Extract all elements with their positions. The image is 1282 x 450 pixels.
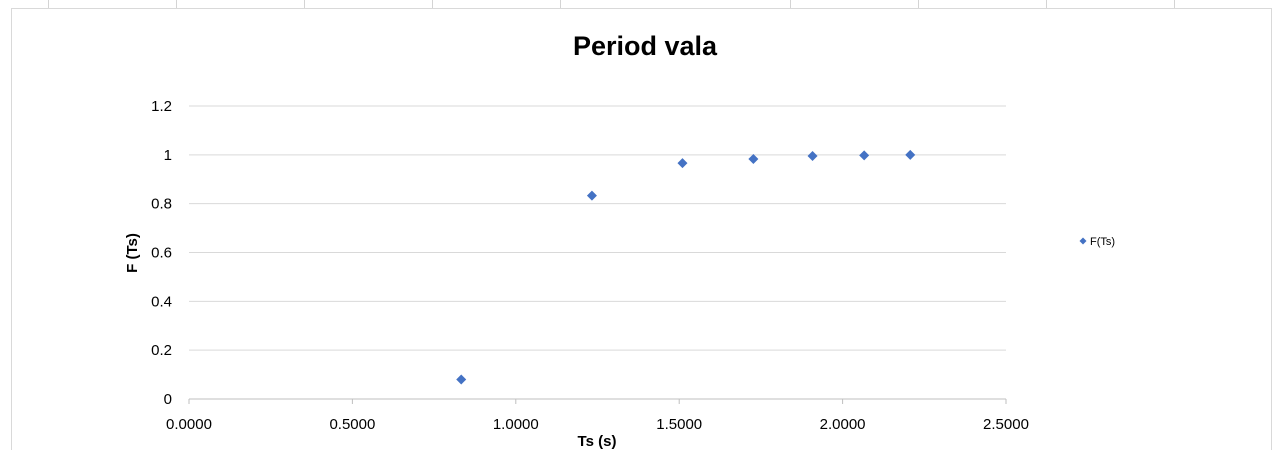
y-axis-title: F (Ts) [124, 233, 141, 273]
y-tick-label: 0.6 [151, 245, 172, 262]
legend: F(Ts) [1079, 236, 1115, 248]
column-divider [1174, 0, 1175, 8]
x-tick-label: 1.5000 [656, 416, 702, 433]
data-points [456, 149, 916, 385]
column-divider [1046, 0, 1047, 8]
chart-area[interactable] [11, 8, 1272, 450]
column-divider [48, 0, 49, 8]
y-tick-label: 0.4 [151, 293, 172, 310]
y-tick-label: 0 [164, 391, 172, 408]
data-point [586, 190, 597, 201]
legend-label: F(Ts) [1090, 236, 1115, 248]
x-tick-label: 0.5000 [329, 416, 375, 433]
x-axis-title: Ts (s) [578, 433, 617, 450]
column-divider [560, 0, 561, 8]
column-divider [790, 0, 791, 8]
y-tick-label: 0.2 [151, 342, 172, 359]
x-tick-label: 2.0000 [820, 416, 866, 433]
data-point [905, 149, 916, 160]
data-point [859, 150, 870, 161]
x-axis-ticks: 0.0000 0.5000 1.0000 1.5000 2.0000 2.5000 [166, 399, 1029, 433]
column-divider [918, 0, 919, 8]
data-point [807, 151, 818, 162]
column-divider [304, 0, 305, 8]
legend-marker-diamond [1079, 237, 1087, 245]
column-divider [176, 0, 177, 8]
data-point [456, 374, 467, 385]
gridlines [189, 105, 1006, 400]
column-divider [432, 0, 433, 8]
y-axis-ticks: 0 0.2 0.4 0.6 0.8 1 1.2 [151, 98, 172, 408]
x-tick-label: 1.0000 [493, 416, 539, 433]
chart-title: Period vala [573, 31, 718, 61]
x-tick-label: 2.5000 [983, 416, 1029, 433]
data-point [677, 158, 688, 169]
y-tick-label: 1 [164, 147, 172, 164]
y-tick-label: 0.8 [151, 196, 172, 213]
y-tick-label: 1.2 [151, 98, 172, 115]
x-tick-label: 0.0000 [166, 416, 212, 433]
data-point [748, 153, 759, 164]
